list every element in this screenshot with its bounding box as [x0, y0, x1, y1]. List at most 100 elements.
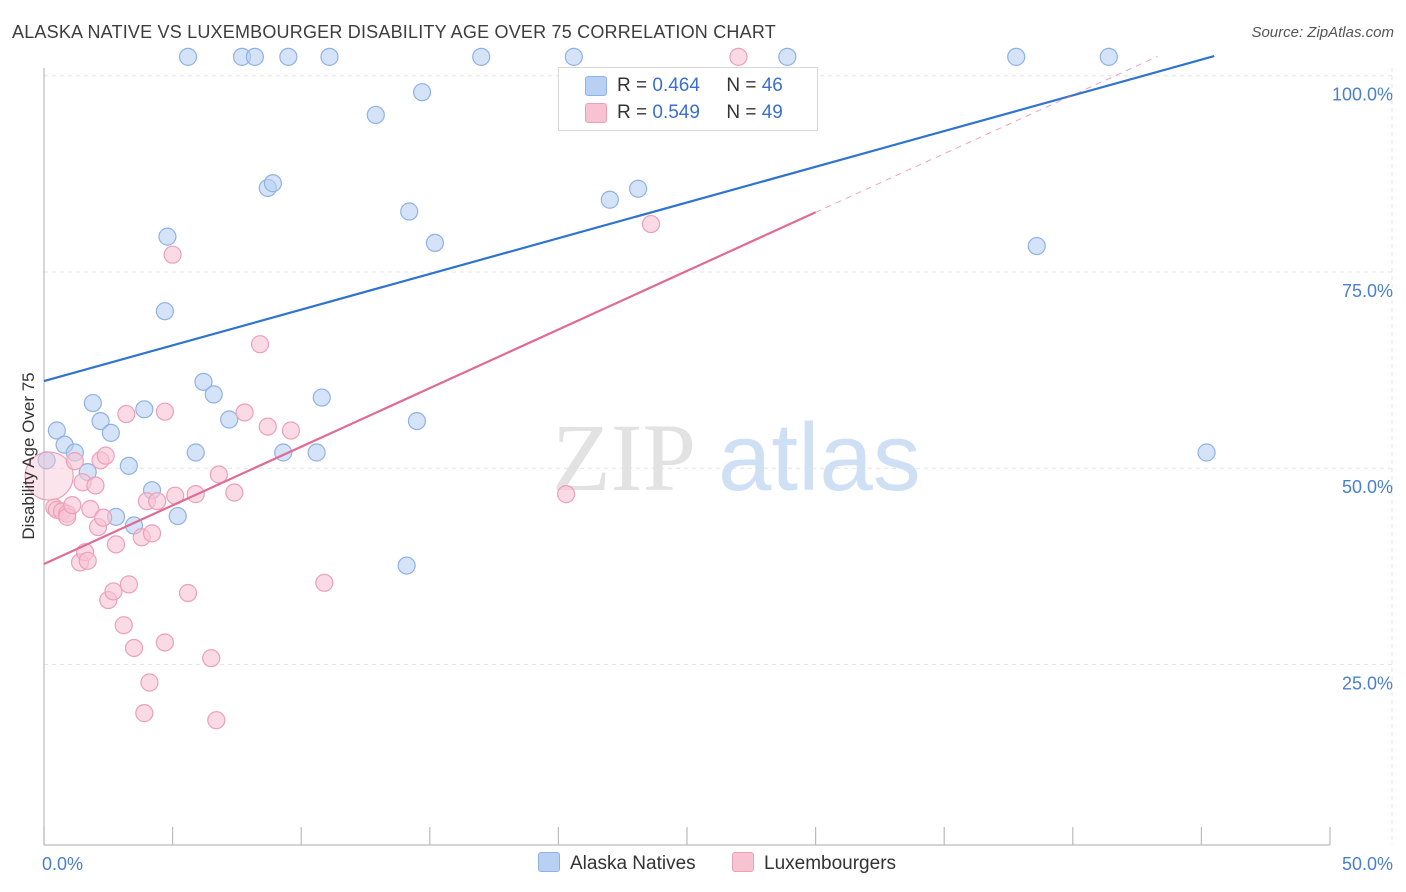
y-tick-label: 25.0%: [1342, 673, 1393, 693]
data-point-luxembourg: [86, 476, 105, 495]
data-point-luxembourg: [315, 573, 334, 592]
x-tick-label: 50.0%: [1342, 854, 1393, 874]
data-point-luxembourg: [63, 495, 82, 515]
y-tick-label: 100.0%: [1332, 85, 1393, 105]
data-point-luxembourg: [178, 583, 198, 603]
data-point-alaska: [101, 423, 120, 442]
y-axis-label: Disability Age Over 75: [19, 372, 38, 539]
data-point-alaska: [400, 202, 419, 221]
series-legend-luxembourg[interactable]: Luxembourgers: [732, 852, 896, 875]
data-point-luxembourg: [163, 245, 182, 264]
series-swatch-alaska: [538, 852, 560, 872]
data-point-alaska: [564, 47, 583, 66]
data-point-alaska: [472, 47, 491, 66]
data-point-luxembourg: [641, 214, 661, 234]
trend-line-alaska: [43, 55, 1215, 383]
data-point-luxembourg: [148, 492, 167, 511]
data-point-alaska: [1027, 236, 1046, 256]
data-point-luxembourg: [135, 704, 154, 723]
data-point-alaska: [320, 47, 339, 66]
data-point-alaska: [168, 506, 187, 526]
correlation-legend: R = 0.464 N = 46 R = 0.549 N = 49: [558, 67, 818, 131]
data-point-luxembourg: [106, 535, 126, 554]
data-point-luxembourg: [729, 47, 748, 66]
data-point-luxembourg: [104, 582, 123, 601]
data-point-luxembourg: [124, 638, 144, 658]
data-point-luxembourg: [207, 711, 226, 730]
data-point-alaska: [119, 456, 138, 475]
data-point-alaska: [1197, 443, 1216, 462]
data-point-alaska: [178, 47, 198, 66]
data-point-alaska: [307, 443, 326, 462]
legend-r-label: R =: [617, 102, 648, 123]
data-point-luxembourg: [155, 402, 174, 421]
data-point-luxembourg: [117, 404, 136, 424]
data-point-alaska: [47, 421, 66, 440]
legend-n-label: N =: [726, 102, 757, 123]
trend-lines: [43, 55, 1215, 565]
series-legend: Alaska Natives Luxembourgers: [0, 850, 1406, 878]
data-point-luxembourg: [96, 446, 115, 465]
data-point-luxembourg: [140, 673, 159, 692]
data-point-luxembourg: [81, 499, 100, 519]
data-point-luxembourg: [114, 616, 133, 635]
series-legend-alaska[interactable]: Alaska Natives: [538, 852, 696, 875]
data-point-alaska: [158, 227, 177, 246]
data-point-luxembourg: [258, 417, 277, 436]
data-point-alaska: [245, 47, 265, 66]
data-point-luxembourg: [235, 403, 254, 422]
series-label-alaska: Alaska Natives: [570, 853, 696, 874]
data-point-luxembourg: [202, 649, 221, 668]
y-tick-label: 50.0%: [1342, 477, 1393, 497]
y-tick-label: 75.0%: [1342, 281, 1393, 301]
axes: [43, 68, 1331, 846]
data-point-alaska: [425, 233, 445, 253]
data-point-luxembourg: [155, 633, 174, 652]
data-point-luxembourg: [119, 575, 138, 594]
chart-source: Source: ZipAtlas.com: [1251, 24, 1394, 41]
data-point-alaska: [91, 412, 110, 431]
data-point-alaska: [1099, 47, 1118, 66]
data-point-alaska: [397, 556, 416, 575]
data-point-alaska: [412, 83, 432, 102]
chart-title: ALASKA NATIVE VS LUXEMBOURGER DISABILITY…: [12, 22, 776, 42]
data-point-luxembourg: [65, 452, 84, 471]
series-label-luxembourg: Luxembourgers: [764, 853, 897, 874]
data-point-alaska: [629, 179, 648, 198]
data-point-alaska: [263, 174, 283, 193]
data-point-alaska: [135, 400, 154, 419]
data-point-luxembourg: [142, 524, 162, 543]
data-point-alaska: [600, 190, 619, 209]
data-point-alaska: [220, 410, 239, 429]
data-point-alaska: [1007, 47, 1026, 66]
legend-n-label: N =: [726, 75, 757, 96]
legend-swatch-alaska: [585, 76, 607, 96]
data-point-alaska: [186, 443, 205, 462]
data-point-alaska: [194, 372, 213, 391]
legend-r-value-luxembourg: 0.549: [652, 102, 700, 123]
watermark: ZIP atlas: [552, 404, 921, 511]
data-point-alaska: [204, 385, 223, 404]
data-point-alaska: [366, 105, 385, 125]
grid-lines: [44, 68, 1393, 845]
data-point-luxembourg: [557, 485, 576, 504]
legend-n-value-alaska: 46: [761, 75, 783, 96]
watermark-atlas: atlas: [718, 404, 921, 511]
trend-extension-luxembourg: [815, 55, 1158, 213]
series-swatch-luxembourg: [732, 852, 754, 872]
data-points: [24, 47, 1216, 730]
tick-labels: 25.0% 50.0% 75.0% 100.0% 0.0% 50.0%: [42, 85, 1393, 874]
legend-swatch-luxembourg: [585, 103, 607, 123]
data-point-alaska: [279, 47, 298, 66]
data-point-luxembourg: [281, 421, 301, 440]
data-point-luxembourg: [94, 508, 113, 527]
data-point-alaska: [312, 388, 331, 407]
data-point-alaska: [407, 412, 427, 431]
data-point-alaska: [155, 302, 174, 321]
data-point-luxembourg: [225, 483, 244, 502]
watermark-zip: ZIP: [552, 404, 696, 511]
legend-n-value-luxembourg: 49: [761, 102, 783, 123]
data-point-alaska: [778, 47, 797, 66]
data-point-luxembourg: [250, 335, 270, 354]
